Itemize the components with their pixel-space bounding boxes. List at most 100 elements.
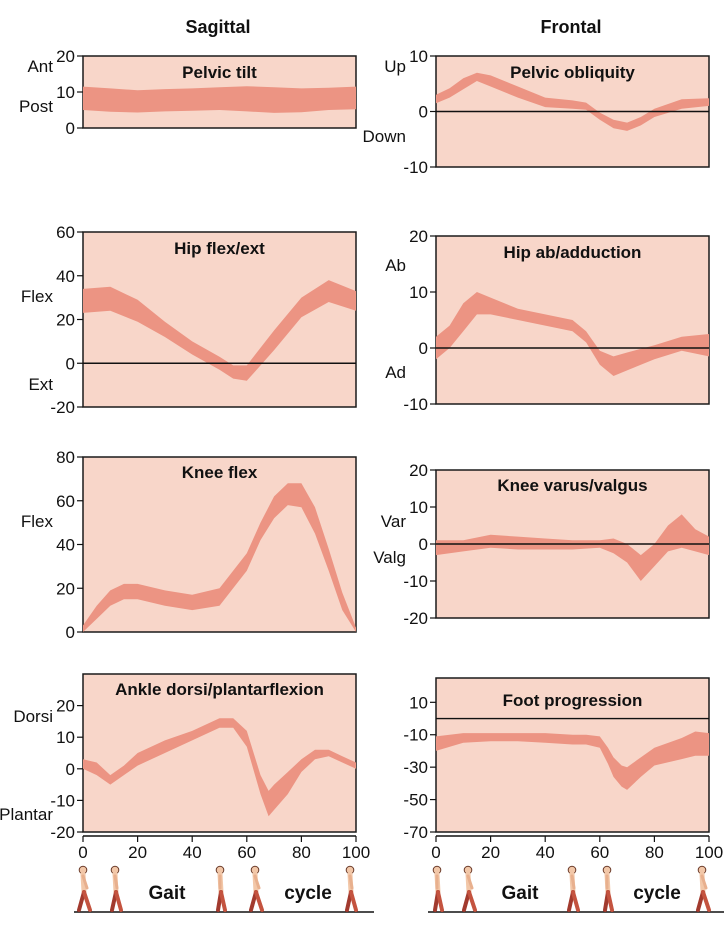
figure-arm [113,874,119,890]
figure-leg [219,890,227,912]
y-tick-label: -30 [403,758,428,777]
cycle-label: cycle [284,883,332,904]
chart-title: Hip flex/ext [174,239,265,258]
normal-band [83,86,356,113]
walking-figure-icon [77,865,92,912]
direction-label: Ad [385,363,406,382]
walking-figure-icon [696,865,711,912]
y-tick-label: 0 [66,119,75,138]
y-tick-label: 20 [56,47,75,66]
y-tick-label: 0 [66,760,75,779]
x-tick-label: 40 [183,843,202,862]
y-tick-label: 20 [56,697,75,716]
y-tick-label: 20 [409,227,428,246]
direction-label: Flex [21,512,54,531]
y-tick-label: 60 [56,223,75,242]
chart-title: Knee flex [182,463,258,482]
y-tick-label: 0 [419,535,428,554]
x-tick-label: 20 [128,843,147,862]
x-tick-label: 20 [481,843,500,862]
walking-figure-icon [345,865,358,912]
chart-title: Foot progression [503,691,643,710]
figure-leg [114,890,123,912]
direction-label: Ab [385,256,406,275]
y-tick-label: -10 [403,726,428,745]
direction-label: Post [19,97,53,116]
figure-leg [82,890,92,912]
chart-title: Ankle dorsi/plantarflexion [115,680,324,699]
x-tick-label: 60 [590,843,609,862]
normal-band [83,718,356,817]
y-tick-label: 0 [419,339,428,358]
chart-knee-flex: 0 20 40 60 80 Knee flex Flex [21,448,357,642]
y-tick-label: 10 [56,728,75,747]
chart-foot-progression: -70 -50 -30 -10 10 Foot progression 0 20 40 60 80 1… [403,677,723,862]
walking-figure-icon [602,865,614,912]
direction-label: Down [363,127,406,146]
direction-label: Ext [28,375,53,394]
walking-figure-icon [249,865,264,912]
gait-label: Gait [502,883,540,904]
walking-figure-icon [215,865,227,912]
y-tick-label: -20 [403,609,428,628]
normal-band [83,280,356,381]
chart-hip-ab-adduction: -10 0 10 20 Hip ab/adduction Ab Ad [385,227,710,414]
y-tick-label: 10 [409,498,428,517]
figure-leg [254,890,264,912]
figure-leg [436,890,444,912]
y-tick-label: 20 [56,579,75,598]
chart-title: Pelvic tilt [182,63,257,82]
figure-arm [253,874,261,890]
y-tick-label: 10 [409,283,428,302]
figure-leg [606,890,614,912]
chart-title: Pelvic obliquity [510,63,635,82]
x-tick-label: 40 [536,843,555,862]
normal-band [83,483,356,632]
chart-pelvic-obliquity: -10 0 10 Pelvic obliquity Up Down [363,47,710,177]
x-tick-label: 0 [431,843,440,862]
figure-arm [81,874,89,890]
direction-label: Up [384,57,406,76]
chart-ankle-dorsi-plantarflexion: -20 -10 0 10 20 Ankle dorsi/plantarflexion Dor… [0,673,370,862]
direction-label: Dorsi [13,707,53,726]
direction-label: Valg [373,548,406,567]
y-tick-label: 0 [66,354,75,373]
walking-figure-icon [462,865,477,912]
chart-title: Hip ab/adduction [504,243,642,262]
y-tick-label: -10 [403,158,428,177]
x-tick-label: 60 [237,843,256,862]
y-tick-label: 60 [56,492,75,511]
y-tick-label: 0 [66,623,75,642]
direction-label: Flex [21,287,54,306]
normal-band [436,514,709,581]
y-tick-label: 10 [56,83,75,102]
figure-leg [467,890,477,912]
walking-figure-icon [567,865,580,912]
cycle-label: cycle [633,883,681,904]
normal-band [436,731,709,790]
x-tick-label: 80 [645,843,664,862]
y-tick-label: 40 [56,536,75,555]
direction-label: Ant [27,57,53,76]
x-tick-label: 100 [695,843,723,862]
chart-hip-flex-ext: -20 0 20 40 60 Hip flex/ext Flex Ext [21,223,357,417]
chart-title: Knee varus/valgus [497,476,647,495]
y-tick-label: 10 [409,47,428,66]
figure-arm [700,874,708,890]
y-tick-label: 0 [419,103,428,122]
y-tick-label: 20 [409,461,428,480]
figure-leg [571,890,580,912]
column-header-sagittal: Sagittal [185,17,250,37]
y-tick-label: 10 [409,693,428,712]
y-tick-label: 40 [56,267,75,286]
figure-leg [349,890,358,912]
direction-label: Plantar [0,805,53,824]
walking-figure-icon [110,865,123,912]
figure-leg [701,890,711,912]
figure-arm [466,874,474,890]
x-tick-label: 0 [78,843,87,862]
gait-label: Gait [149,883,187,904]
walking-figure-icon [432,865,444,912]
x-tick-label: 100 [342,843,370,862]
